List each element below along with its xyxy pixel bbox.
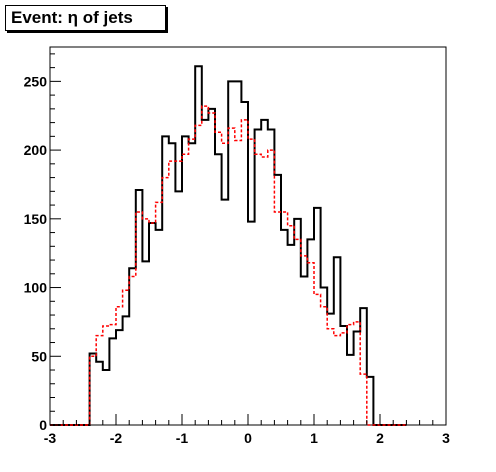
chart-title: Event: η of jets: [5, 5, 166, 31]
x-tick-label: -2: [110, 430, 123, 446]
series-line-solid-black: [50, 65, 407, 426]
axis-layer: -3 -2 -1 0 1 2 3 0 50 100 150 200 250: [24, 53, 450, 446]
x-tick-label: -1: [176, 430, 189, 446]
y-tick-label: 50: [31, 348, 47, 364]
x-tick-label: 2: [376, 430, 384, 446]
series-layer: [50, 65, 407, 426]
x-tick-label: 3: [442, 430, 450, 446]
series-line-dashed-red: [50, 105, 407, 426]
y-tick-label: 250: [24, 73, 48, 89]
y-tick-label: 0: [39, 417, 47, 433]
x-tick-label: 1: [310, 430, 318, 446]
x-tick-label: -3: [44, 430, 57, 446]
y-tick-label: 200: [24, 142, 48, 158]
y-tick-label: 100: [24, 280, 48, 296]
x-tick-label: 0: [244, 430, 252, 446]
y-tick-label: 150: [24, 211, 48, 227]
